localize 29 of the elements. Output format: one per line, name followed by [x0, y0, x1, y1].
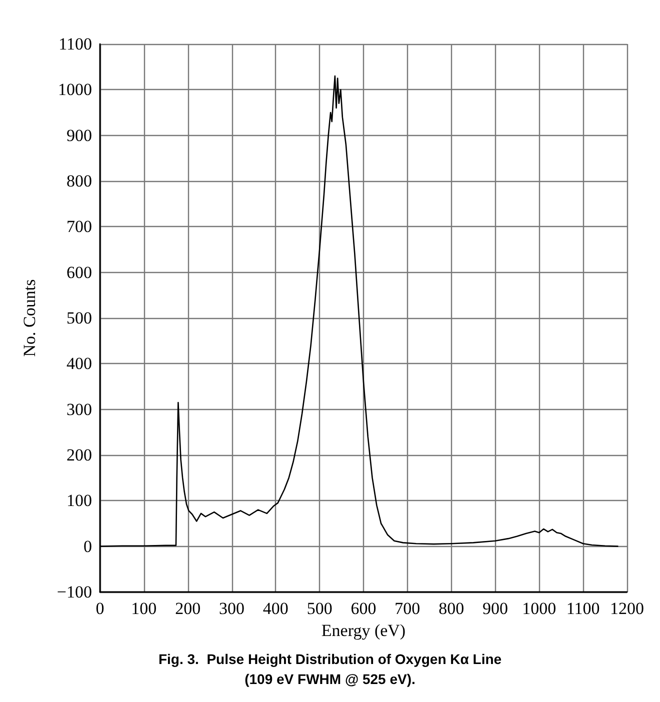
- x-tick-label: 300: [219, 599, 244, 618]
- y-tick-label: 800: [66, 172, 92, 190]
- x-tick-label: 400: [262, 599, 288, 618]
- text: Fig. 3. Pulse Height Distribution of Oxygen Kα Line (109 eV FWHM @ 525 eV).: [158, 651, 502, 687]
- y-tick-label: −100: [56, 582, 92, 602]
- y-tick-label: 1100: [58, 34, 92, 54]
- y-tick-label: 700: [66, 217, 92, 236]
- x-tick-label: 1100: [566, 599, 600, 618]
- y-axis-title: No. Counts: [20, 279, 39, 357]
- y-tick-label: 1000: [58, 80, 92, 100]
- y-tick-label: 100: [66, 491, 92, 510]
- x-tick-label: 1000: [522, 599, 556, 618]
- x-tick-label: 0: [96, 599, 104, 618]
- x-tick-label: 800: [438, 599, 464, 618]
- x-tick-label: 700: [394, 599, 420, 618]
- y-tick-label: 900: [66, 126, 92, 145]
- x-tick-label: 900: [482, 599, 508, 618]
- y-tick-label: 0: [84, 536, 92, 556]
- y-tick-label: 400: [66, 354, 92, 374]
- x-tick-label: 100: [131, 599, 157, 618]
- x-tick-label: 500: [306, 599, 332, 618]
- y-tick-label: 600: [66, 262, 92, 282]
- y-tick-label: 300: [66, 400, 92, 419]
- x-tick-label: 1200: [610, 599, 644, 618]
- x-tick-label: 200: [175, 599, 201, 618]
- x-tick-label: 600: [350, 599, 376, 618]
- y-tick-label: 200: [66, 446, 92, 464]
- x-axis-title: Energy (eV): [321, 621, 406, 640]
- y-tick-label: 500: [66, 308, 92, 328]
